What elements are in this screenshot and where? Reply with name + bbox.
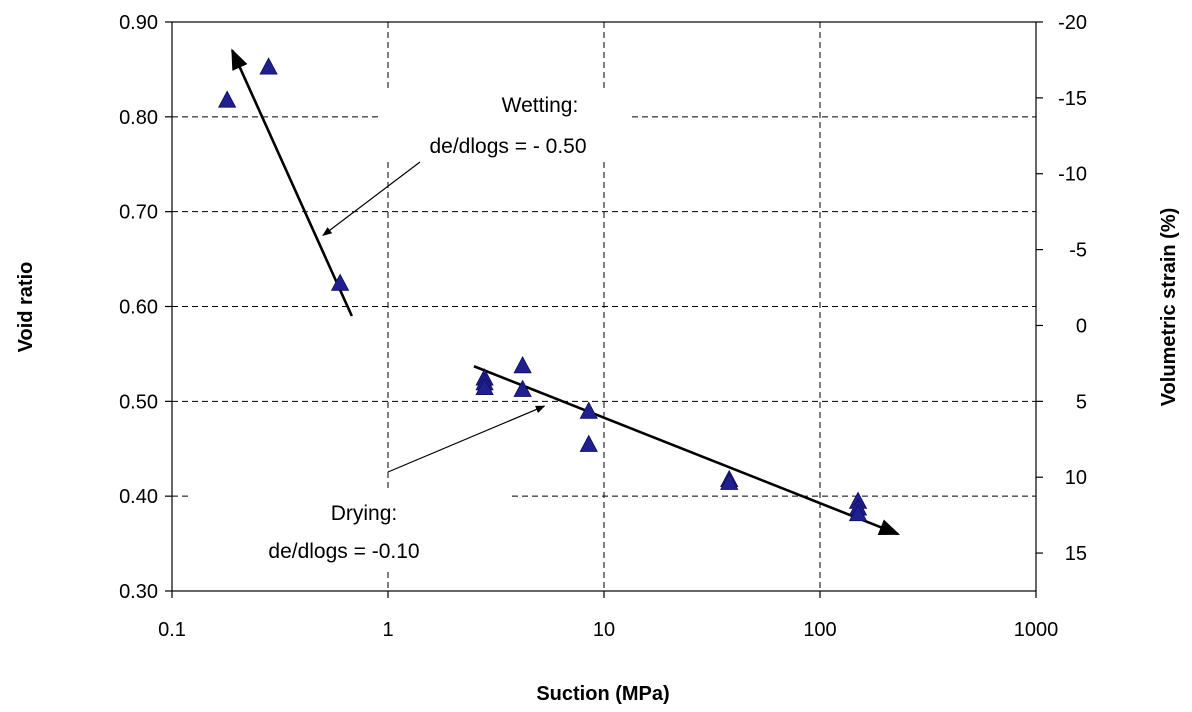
x-tick-labels: 0.1 1 10 100 1000: [158, 619, 1058, 641]
x-axis-title: Suction (MPa): [536, 683, 669, 705]
wetting-annotation-background: [382, 88, 632, 158]
y2-tick-label: 15: [1065, 543, 1087, 565]
drying-annotation-line-1: Drying:: [331, 502, 398, 525]
x-tick-label: 10: [593, 619, 615, 641]
drying-annotation: Drying: de/dlogs = -0.10: [188, 492, 508, 568]
data-point-marker: [513, 355, 532, 374]
data-point-marker: [579, 434, 598, 452]
y2-tick-label: -10: [1058, 164, 1087, 186]
wetting-annotation-line-2: de/dlogs = - 0.50: [429, 135, 586, 158]
y-tick-label: 0.50: [119, 391, 158, 413]
y-axis-title: Void ratio: [15, 262, 37, 353]
x-tick-label: 1000: [1014, 619, 1059, 641]
y-tick-label: 0.40: [119, 486, 158, 508]
y2-tick-label: -15: [1058, 88, 1087, 110]
data-point-marker: [475, 377, 494, 396]
data-point-marker: [259, 57, 278, 75]
data-point-marker: [848, 503, 868, 522]
drying-annotation-background: [188, 492, 508, 568]
tick-marks: [165, 21, 1043, 598]
data-point-marker: [579, 401, 598, 419]
wetting-annotation-arrow: [322, 161, 421, 236]
data-point-marker: [720, 472, 739, 490]
x-tick-label: 100: [803, 619, 836, 641]
drying-annotation-line-2: de/dlogs = -0.10: [268, 540, 419, 563]
x-tick-label: 1: [382, 619, 393, 641]
trend-lines: [231, 48, 901, 536]
y-tick-label: 0.90: [119, 12, 158, 34]
data-points: [217, 57, 868, 522]
data-point-marker: [217, 90, 237, 108]
y-tick-label: 0.80: [119, 107, 158, 129]
wetting-annotation: Wetting: de/dlogs = - 0.50: [382, 88, 632, 158]
y-tick-label: 0.30: [119, 581, 158, 603]
y2-tick-label: 10: [1065, 467, 1087, 489]
annotations: Wetting: de/dlogs = - 0.50 Drying: de/dl…: [188, 88, 632, 568]
drying-annotation-arrow: [387, 405, 546, 473]
trend-line: [473, 365, 901, 536]
y2-tick-label: -5: [1069, 240, 1087, 262]
trend-line: [231, 48, 354, 317]
y2-tick-label: -20: [1058, 12, 1087, 34]
x-tick-label: 0.1: [158, 619, 186, 641]
y2-tick-labels: -20 -15 -10 -5 0 5 10 15: [1058, 12, 1087, 565]
y2-tick-label: 5: [1076, 391, 1087, 413]
y-tick-labels: 0.30 0.40 0.50 0.60 0.70 0.80 0.90: [119, 12, 158, 603]
y-tick-label: 0.60: [119, 297, 158, 319]
y-tick-label: 0.70: [119, 202, 158, 224]
y2-tick-label: 0: [1076, 315, 1087, 337]
data-point-marker: [513, 379, 532, 397]
y2-axis-title: Volumetric strain (%): [1158, 208, 1180, 407]
data-point-marker: [330, 273, 350, 291]
wetting-annotation-line-1: Wetting:: [502, 94, 579, 117]
